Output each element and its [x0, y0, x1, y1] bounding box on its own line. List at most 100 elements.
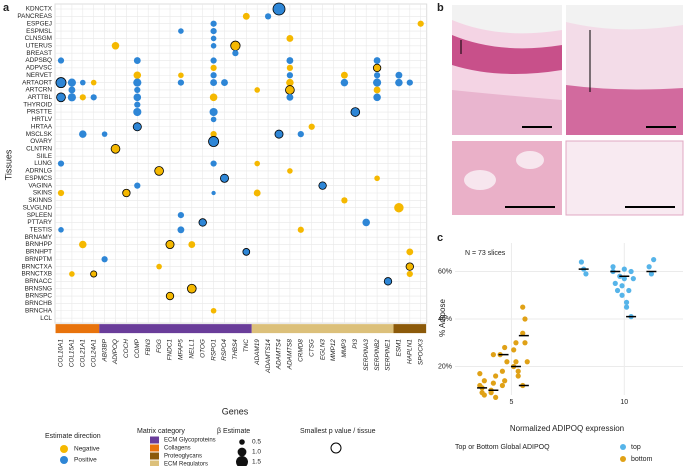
dot	[406, 270, 413, 278]
dot	[274, 129, 284, 139]
point	[477, 371, 483, 377]
dot	[209, 107, 218, 117]
point	[651, 257, 657, 263]
tissue-label: ESPMCS	[25, 175, 52, 182]
tissue-label: OVARY	[30, 138, 53, 145]
gene-label: MMP12	[330, 339, 337, 361]
legend-label: Negative	[74, 446, 100, 453]
tissue-label: SPLEEN	[27, 212, 53, 219]
tissue	[566, 85, 683, 135]
gene-label: OTOG	[199, 339, 206, 358]
dot	[210, 64, 217, 71]
dot	[56, 92, 66, 103]
y-tick-label: 40%	[438, 316, 452, 323]
tissue-label: BRNACC	[25, 278, 52, 285]
dot	[79, 240, 87, 249]
gene-label: FNDC1	[167, 339, 174, 361]
gene-label: FBN3	[145, 339, 152, 356]
point	[499, 382, 506, 389]
point	[502, 378, 508, 384]
dot	[285, 85, 295, 95]
gene-label: MFAP5	[178, 339, 185, 360]
dot	[55, 77, 67, 89]
adipocyte	[464, 170, 496, 190]
gene-label: FGG	[156, 339, 163, 353]
dot	[297, 226, 304, 233]
tissue-label: THYROID	[23, 101, 52, 108]
dot	[101, 256, 108, 263]
dot	[165, 291, 175, 301]
gene-label: CRMD8	[297, 339, 304, 362]
dot	[133, 78, 142, 87]
legend-label: Positive	[74, 457, 97, 464]
dot	[208, 136, 220, 147]
legend-swatch	[150, 460, 159, 468]
dot	[68, 86, 76, 94]
point	[520, 304, 526, 310]
dot	[373, 86, 381, 94]
tissue-label: ESPGEJ	[27, 20, 52, 27]
point	[515, 368, 521, 374]
dot	[177, 226, 185, 234]
dot	[286, 72, 294, 79]
point	[515, 373, 521, 379]
point	[493, 394, 499, 400]
legend-label: Proteoglycans	[164, 454, 202, 460]
gene-label: ABI3BP	[101, 338, 108, 362]
gene-label: SERPINB2	[374, 339, 381, 371]
dot	[122, 188, 131, 198]
category-bar	[251, 324, 394, 334]
gene-label: RSPO1	[210, 339, 217, 361]
annotation: N = 73 slices	[465, 250, 506, 257]
panel-label: a	[3, 2, 10, 14]
x-tick-label: 5	[509, 399, 513, 406]
dot	[177, 211, 185, 219]
dot	[57, 57, 65, 64]
dot	[210, 57, 217, 64]
tissue-label: TESTIS	[30, 226, 52, 233]
dot	[272, 2, 286, 16]
legend-label: 1.0	[252, 449, 261, 456]
tissue-label: BRNCTXB	[21, 271, 52, 278]
dot	[133, 93, 142, 102]
dot	[57, 189, 65, 197]
tissue-label: UTERUS	[26, 42, 52, 49]
dot	[405, 262, 414, 271]
gene-label: RSPO4	[221, 339, 228, 361]
dot	[58, 227, 64, 233]
gene-label: THBS4	[232, 339, 239, 360]
dot	[209, 93, 218, 102]
tissue-label: ARTTBL	[28, 94, 53, 101]
point	[612, 280, 618, 286]
legend-size	[237, 447, 247, 457]
gene-label: ADAM19	[254, 339, 261, 366]
dot	[372, 63, 382, 73]
dot	[253, 189, 261, 197]
dot	[287, 168, 293, 174]
dot	[297, 131, 304, 138]
dot	[242, 12, 250, 20]
tissue-label: PRSTTE	[27, 109, 52, 116]
dot	[154, 166, 164, 176]
dot	[340, 71, 348, 79]
tissue-label: ARTAORT	[22, 79, 52, 86]
tissue-label: BRNCTXA	[21, 263, 52, 270]
dot	[373, 78, 382, 87]
dot	[373, 57, 381, 64]
dot	[210, 20, 217, 27]
legend-label: top	[631, 444, 641, 451]
gene-label: ADAMTS8	[287, 339, 294, 371]
dot	[165, 240, 175, 250]
gene-label: COCH	[123, 339, 130, 358]
y-tick-label: 20%	[438, 363, 452, 370]
legend-title: Top or Bottom Global ADIPOQ	[455, 444, 550, 451]
tissue-label: BRNAMY	[25, 234, 53, 241]
tissue-label: VAGINA	[28, 182, 52, 189]
dot	[110, 144, 121, 154]
dot	[350, 107, 361, 117]
point	[511, 347, 517, 353]
tissue	[452, 90, 562, 135]
legend-swatch	[620, 456, 626, 462]
dot	[101, 131, 108, 137]
dot	[308, 123, 315, 130]
